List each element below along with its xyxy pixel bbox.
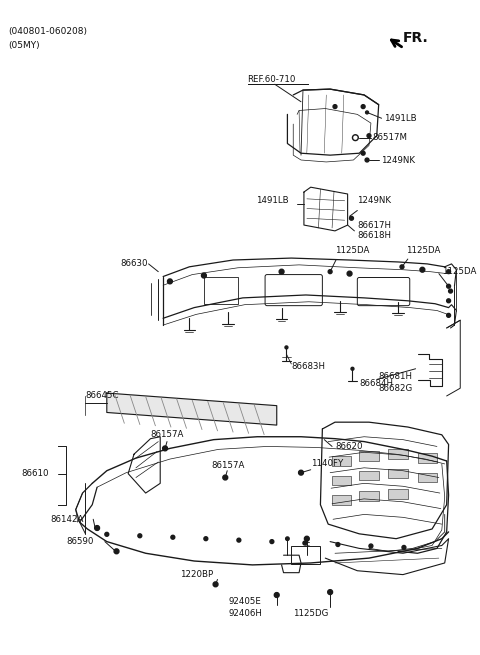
Circle shape [402,546,406,550]
Text: 1125DA: 1125DA [335,246,370,255]
Circle shape [274,593,279,597]
Circle shape [447,284,451,288]
Circle shape [336,542,340,546]
Circle shape [105,533,109,536]
Text: 86590: 86590 [66,537,94,546]
Text: 86610: 86610 [22,469,49,478]
Circle shape [367,134,371,138]
Text: 86517M: 86517M [373,133,408,142]
Circle shape [114,549,119,553]
Circle shape [213,582,218,587]
Text: 1125DG: 1125DG [293,609,329,618]
Circle shape [366,111,369,114]
Circle shape [361,151,365,155]
Bar [204,276,238,304]
Circle shape [352,135,358,141]
Circle shape [349,216,353,220]
Circle shape [286,537,289,540]
Circle shape [204,536,208,540]
Text: 92405E: 92405E [228,597,261,607]
Circle shape [369,544,373,548]
Text: 86157A: 86157A [151,430,184,440]
Circle shape [333,105,337,109]
Circle shape [279,269,284,274]
Text: 1249NK: 1249NK [381,155,415,164]
Circle shape [365,158,369,162]
Circle shape [328,270,332,274]
Text: 86683H: 86683H [291,362,325,371]
Text: 86681H: 86681H [379,372,413,381]
Text: 86620: 86620 [335,442,362,451]
Circle shape [95,525,99,531]
Text: 1125DA: 1125DA [406,246,440,255]
Text: 86618H: 86618H [357,231,391,240]
Text: 1220BP: 1220BP [180,570,213,579]
Circle shape [420,267,425,272]
Text: 86617H: 86617H [357,221,391,229]
Text: 86630: 86630 [120,259,147,269]
Circle shape [168,279,172,284]
Circle shape [237,538,241,542]
Text: 86142A: 86142A [50,515,84,524]
Circle shape [303,541,307,545]
Bar [418,453,437,463]
Circle shape [449,289,453,293]
Circle shape [351,367,354,370]
Text: 1491LB: 1491LB [384,114,416,122]
Circle shape [304,536,309,541]
Bar [388,449,408,459]
Bar [332,456,351,466]
Text: 1249NK: 1249NK [357,196,391,205]
Bar [359,491,379,501]
Circle shape [347,271,352,276]
Bar [388,469,408,479]
Circle shape [447,314,451,317]
Text: 1125DA: 1125DA [442,267,476,276]
Circle shape [447,270,451,274]
Text: 86682G: 86682G [379,384,413,393]
Circle shape [354,136,357,139]
Circle shape [361,105,365,109]
Circle shape [400,265,404,269]
Bar [388,489,408,499]
Text: 92406H: 92406H [228,609,262,618]
Text: 86157A: 86157A [212,461,245,470]
Bar [291,546,321,564]
Circle shape [171,535,175,539]
Circle shape [328,590,333,595]
Text: FR.: FR. [403,31,429,45]
Bar [332,495,351,505]
Bar [332,476,351,485]
Text: (05MY): (05MY) [8,41,39,50]
Bar [418,473,437,482]
Bar [359,451,379,461]
Circle shape [138,534,142,538]
Circle shape [223,475,228,480]
Circle shape [299,470,303,475]
Text: (040801-060208): (040801-060208) [8,27,87,36]
Polygon shape [107,393,277,425]
Text: 1140FY: 1140FY [311,459,343,468]
Text: REF.60-710: REF.60-710 [248,75,296,84]
Circle shape [285,346,288,349]
Text: 86645C: 86645C [85,392,119,400]
Circle shape [202,273,206,278]
Circle shape [270,540,274,544]
Circle shape [163,446,168,451]
Text: 86684H: 86684H [359,379,393,388]
Bar [359,471,379,480]
Text: 1491LB: 1491LB [256,196,289,205]
Circle shape [447,299,451,303]
